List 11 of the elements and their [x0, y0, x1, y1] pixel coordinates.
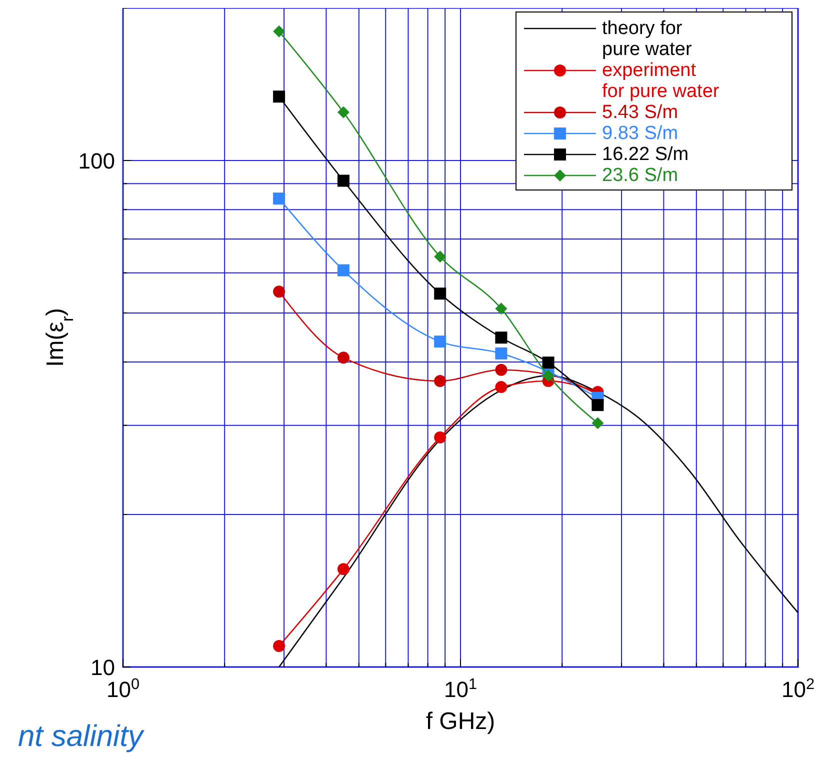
legend-label: 9.83 S/m [602, 123, 678, 144]
text: nt salinity [18, 720, 146, 753]
x-axis-title: f GHz) [426, 708, 496, 735]
x-tick-label: 10$^{2}$ [781, 676, 815, 702]
legend-label: 16.22 S/m [602, 144, 689, 165]
legend-label: 5.43 S/m [602, 102, 678, 123]
legend-label: theory for pure water [602, 18, 692, 60]
legend-label: 23.6 S/m [602, 165, 678, 186]
x-tick-label: 10$^{1}$ [444, 676, 478, 702]
legend-label: experiment for pure water [602, 60, 720, 102]
y-tick-label: 100 [78, 148, 115, 174]
